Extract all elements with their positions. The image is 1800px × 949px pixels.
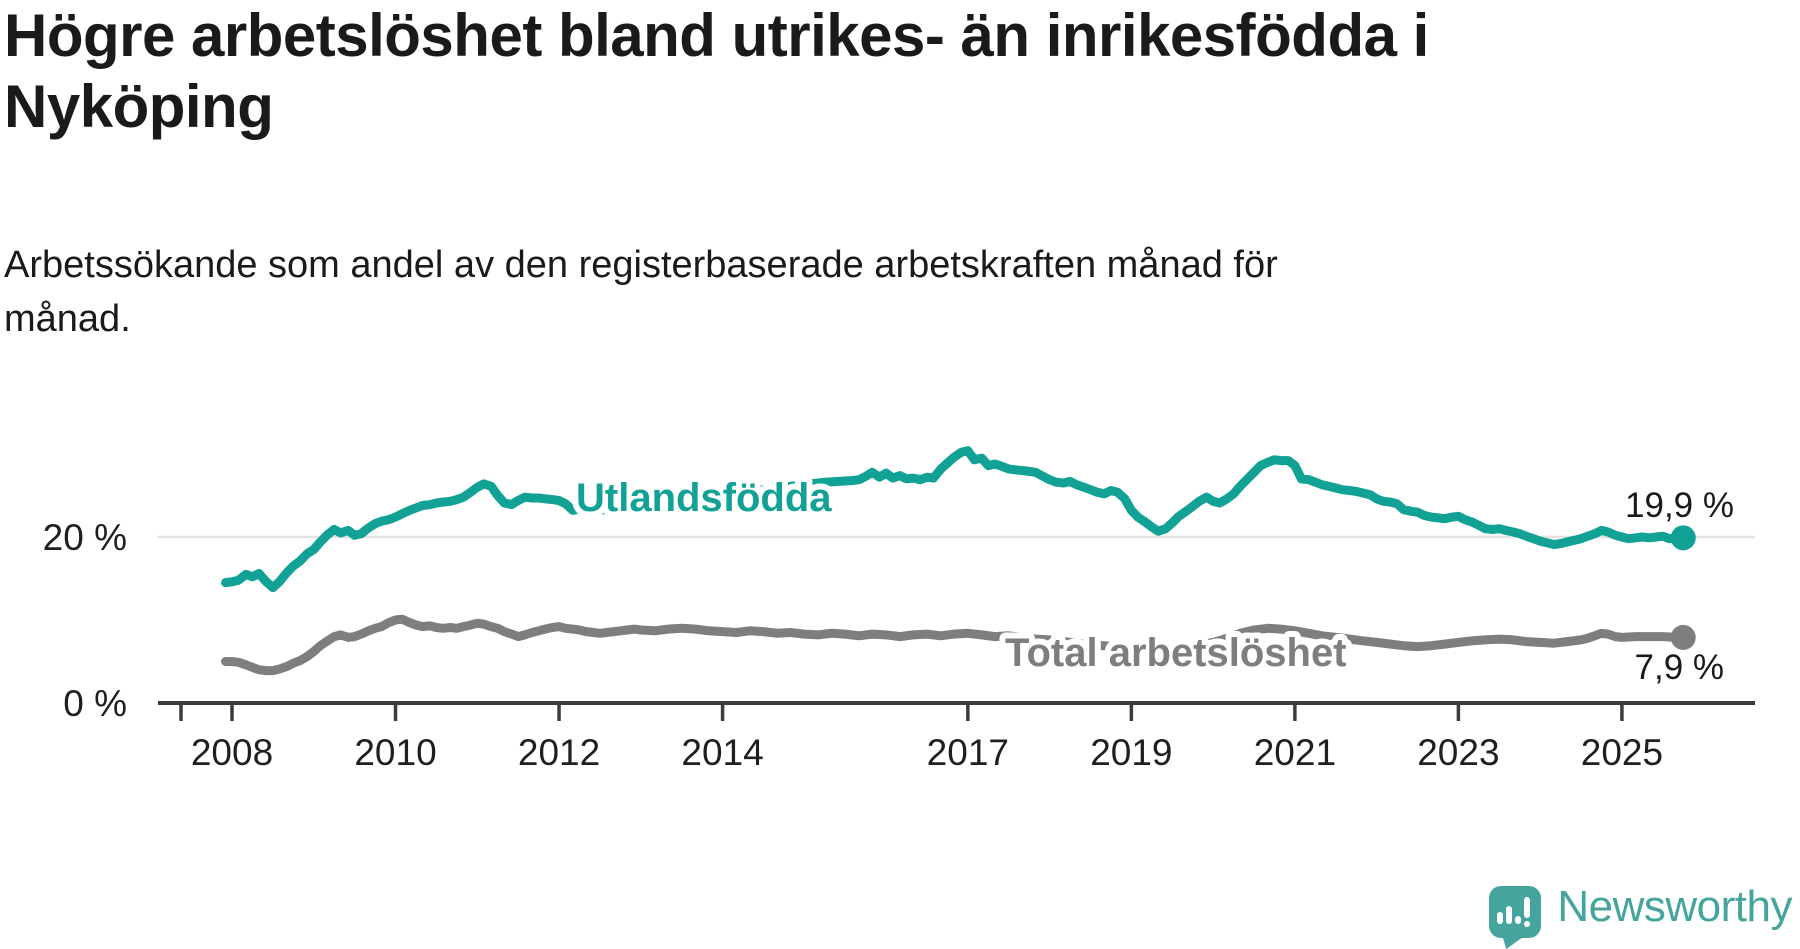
x-axis-label-2017: 2017	[927, 732, 1009, 773]
chart-subtitle-line-1: Arbetssökande som andel av den registerb…	[4, 244, 1278, 286]
newsworthy-logo: Newsworthy	[1489, 882, 1792, 942]
logo-exclamation-icon	[1524, 897, 1531, 918]
end-value-label-total: 7,9 %	[1635, 648, 1725, 687]
chart-title-line-2: Nyköping	[4, 73, 274, 140]
logo-bar-chart-icon	[1497, 912, 1504, 924]
series-end-dot-utlandsfodda	[1670, 525, 1696, 551]
chart-subtitle-line-2: månad.	[4, 298, 131, 340]
series-labels: Utlandsfödda Total arbetslöshet	[570, 470, 1353, 681]
x-axis-label-2023: 2023	[1417, 732, 1499, 773]
series-line-total	[221, 614, 1688, 676]
series-end-value-labels: 19,9 % 7,9 %	[1625, 486, 1734, 687]
newsworthy-logo-text: Newsworthy	[1557, 882, 1792, 931]
series-end-dot-total	[1670, 624, 1696, 650]
series-label-utlandsfodda: Utlandsfödda	[576, 476, 832, 520]
x-axis-label-2025: 2025	[1581, 732, 1663, 773]
series-lines	[221, 446, 1696, 676]
y-axis-labels: 20 % 0 %	[43, 517, 127, 724]
x-axis-ticks	[230, 703, 1624, 721]
y-axis-label-20: 20 %	[43, 517, 127, 558]
series-label-total: Total arbetslöshet	[1005, 631, 1347, 675]
x-axis-label-2012: 2012	[518, 732, 600, 773]
x-axis-label-2008: 2008	[191, 732, 273, 773]
chart-title: Högre arbetslöshet bland utrikes- än inr…	[4, 0, 1624, 142]
y-axis-label-0: 0 %	[63, 683, 127, 724]
x-axis-label-2010: 2010	[354, 732, 436, 773]
end-value-label-utlandsfodda: 19,9 %	[1625, 486, 1734, 525]
series-line-utlandsfodda	[221, 446, 1688, 593]
x-axis-labels: 2008 2010 2012 2014 2017 2019 2021 2023 2025	[191, 732, 1663, 773]
newsworthy-logo-icon	[1489, 886, 1542, 938]
chart-subtitle: Arbetssökande som andel av den registerb…	[4, 238, 1504, 346]
chart-title-line-1: Högre arbetslöshet bland utrikes- än inr…	[4, 2, 1429, 69]
x-axis-label-2021: 2021	[1254, 732, 1336, 773]
x-axis-label-2014: 2014	[681, 732, 763, 773]
x-axis-label-2019: 2019	[1090, 732, 1172, 773]
